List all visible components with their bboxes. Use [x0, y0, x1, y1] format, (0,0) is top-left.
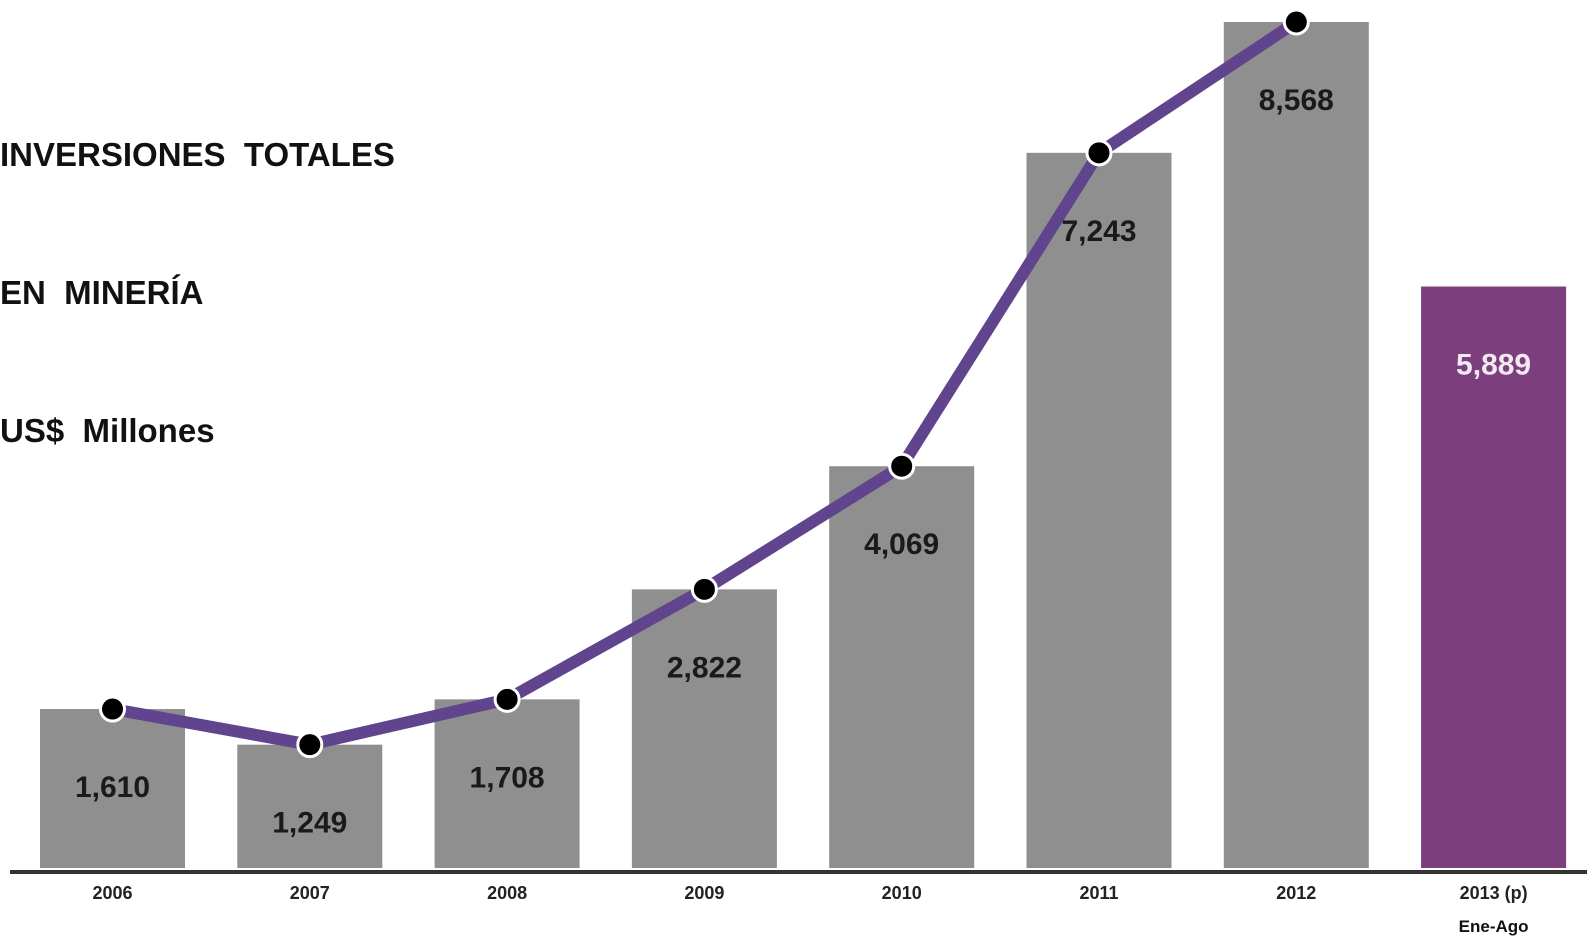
x-tick-label: 2010	[882, 883, 922, 903]
value-label: 1,708	[470, 761, 545, 794]
trend-markers-group	[99, 8, 1310, 759]
x-tick-labels-group: 2006 2007 2008 2009 2010 2011 2012 2013 (p) Ene-…	[92, 883, 1528, 936]
value-label: 5,889	[1456, 349, 1531, 382]
x-tick-label: 2009	[684, 883, 724, 903]
x-tick-label: 2008	[487, 883, 527, 903]
value-label: 4,069	[864, 528, 939, 561]
bar-2007	[237, 744, 383, 868]
trend-marker	[1282, 8, 1310, 36]
bar-2012	[1223, 22, 1369, 868]
trend-marker	[99, 695, 126, 723]
x-tick-label: 2012	[1276, 883, 1316, 903]
value-label: 8,568	[1259, 84, 1334, 117]
bar-2011	[1026, 152, 1172, 868]
x-tick-label: 2007	[290, 883, 330, 903]
x-tick-label: 2011	[1079, 883, 1118, 903]
trend-marker	[888, 452, 916, 480]
value-label: 1,610	[75, 771, 150, 804]
category-note: Ene-Ago	[1459, 917, 1529, 936]
bar-2009	[631, 589, 777, 868]
value-label: 2,822	[667, 651, 742, 684]
value-label: 7,243	[1061, 215, 1136, 248]
x-tick-label: 2013 (p)	[1460, 883, 1528, 903]
chart-title: INVERSIONES TOTALES EN MINERÍA US$ Millo…	[0, 40, 395, 500]
bar-2013p	[1421, 286, 1567, 869]
chart-title-line-3: US$ Millones	[0, 412, 215, 449]
value-label: 1,249	[272, 807, 347, 840]
bar-2006	[40, 709, 185, 868]
bar-2008	[434, 699, 580, 868]
trend-marker	[493, 685, 521, 713]
trend-marker	[1085, 139, 1113, 167]
trend-marker	[296, 731, 324, 759]
bar-2010	[829, 466, 975, 868]
bars-group	[40, 22, 1567, 869]
chart-title-line-1: INVERSIONES TOTALES	[0, 136, 395, 173]
chart-title-line-2: EN MINERÍA	[0, 274, 204, 311]
x-tick-label: 2006	[92, 883, 132, 903]
value-labels-group: 1,610 1,249 1,708 2,822 4,069 7,243 8,568 5,889	[75, 84, 1531, 840]
trend-marker	[690, 575, 718, 603]
